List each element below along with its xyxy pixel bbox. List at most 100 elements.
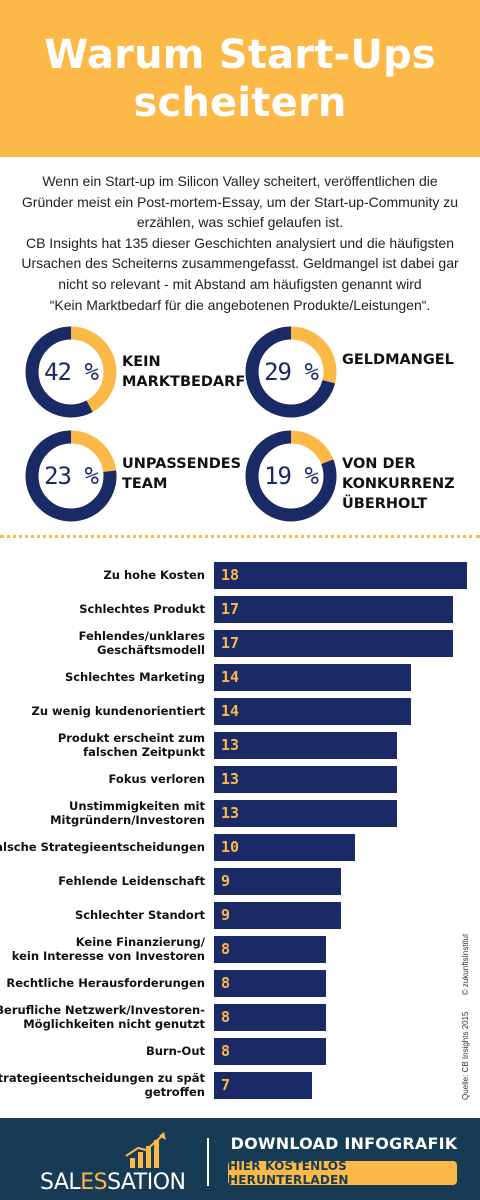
- stat-label-line: KEIN: [122, 354, 161, 370]
- download-title: DOWNLOAD INFOGRAFIK: [230, 1134, 458, 1153]
- page-title-line-2: scheitern: [133, 79, 347, 126]
- donut-value-arc: [245, 430, 337, 522]
- bar-row: Zu hohe Kosten 18: [0, 560, 480, 590]
- stat-label-line: ÜBERHOLT: [342, 496, 428, 512]
- footer-separator: [207, 1138, 209, 1186]
- stat-label-line: VON DER: [342, 456, 416, 472]
- bar-category-label: Unstimmigkeiten mit Mitgründern/Investore…: [50, 798, 205, 828]
- bar-value-label: 10: [221, 838, 240, 856]
- stat-percent: 29 %: [264, 358, 319, 386]
- bar: [214, 664, 411, 691]
- bar: [214, 970, 326, 997]
- bar-row: Produkt erscheint zum falschen Zeitpunkt 1…: [0, 730, 480, 760]
- bar-category-line: kein Interesse von Investoren: [11, 949, 205, 963]
- bar-category-line: Fehlende Leidenschaft: [58, 874, 205, 888]
- bar-category-line: Schlechtes Marketing: [64, 670, 205, 684]
- bar-category-label: Fokus verloren: [109, 764, 205, 794]
- bar-category-label: Berufliche Netzwerk/Investoren- Möglichke…: [0, 1002, 205, 1032]
- bar-category-line: Keine Finanzierung/: [75, 935, 205, 949]
- bar-value-label: 13: [221, 736, 240, 754]
- logo-part: SATION: [107, 1170, 186, 1195]
- bar-row: Strategieentscheidungen zu spät getroffen…: [0, 1070, 480, 1100]
- bar: [214, 1038, 326, 1065]
- bar-row: Rechtliche Herausforderungen 8: [0, 968, 480, 998]
- bar-value-label: 8: [221, 1042, 231, 1060]
- bar: [214, 630, 453, 657]
- download-button[interactable]: HIER KOSTENLOS HERUNTERLADEN: [228, 1159, 457, 1187]
- stat-percent: 19 %: [264, 462, 319, 490]
- bar-value-label: 13: [221, 770, 240, 788]
- bar: [214, 868, 341, 895]
- dotted-divider: [0, 535, 480, 538]
- bar-category-label: Strategieentscheidungen zu spät getroffen: [0, 1070, 205, 1100]
- footer-banner: SALESSATION DOWNLOAD INFOGRAFIK HIER KOS…: [0, 1118, 480, 1200]
- bar-value-label: 8: [221, 974, 231, 992]
- donut-chart: [245, 430, 337, 522]
- bar-row: Schlechtes Produkt 17: [0, 594, 480, 624]
- page-title-line-1: Warum Start-Ups: [44, 31, 436, 78]
- intro-line: nicht so relevant - mit Abstand am häufi…: [58, 275, 422, 292]
- bar-category-line: Burn-Out: [145, 1044, 205, 1058]
- bar-category-line: Geschäftsmodell: [97, 643, 205, 657]
- intro-line: CB Insights hat 135 dieser Geschichten a…: [25, 234, 455, 251]
- bar-category-line: falschen Zeitpunkt: [83, 745, 205, 759]
- bar-value-label: 14: [221, 668, 240, 686]
- bar-category-line: Zu wenig kundenorientiert: [31, 704, 205, 718]
- bar: [214, 596, 453, 623]
- bar-row: Unstimmigkeiten mit Mitgründern/Investore…: [0, 798, 480, 828]
- bar-value-label: 9: [221, 906, 231, 924]
- bar-category-label: Schlechtes Produkt: [79, 594, 205, 624]
- bar: [214, 936, 326, 963]
- bar-category-label: Falsche Strategieentscheidungen: [0, 832, 205, 862]
- bar-category-line: Schlechter Standort: [74, 908, 205, 922]
- bar-category-line: Strategieentscheidungen zu spät: [0, 1071, 205, 1085]
- bar-row: Burn-Out 8: [0, 1036, 480, 1066]
- bar-value-label: 8: [221, 1008, 231, 1026]
- bar: [214, 834, 355, 861]
- bar-category-label: Keine Finanzierung/kein Interesse von In…: [12, 934, 205, 964]
- bar-category-line: Fokus verloren: [108, 772, 205, 786]
- bar-category-label: Produkt erscheint zum falschen Zeitpunkt: [58, 730, 205, 760]
- bar-row: Zu wenig kundenorientiert 14: [0, 696, 480, 726]
- bar-category-line: getroffen: [144, 1085, 205, 1099]
- salessation-logo[interactable]: SALESSATION: [30, 1132, 186, 1195]
- bar-category-line: Fehlendes/unklares: [78, 629, 205, 643]
- intro-text: Wenn ein Start-up im Silicon Valley sche…: [10, 171, 470, 315]
- bar-value-label: 14: [221, 702, 240, 720]
- intro-line: “Kein Marktbedarf für die angebotenen Pr…: [49, 296, 431, 313]
- bar-row: Fehlendes/unklares Geschäftsmodell 17: [0, 628, 480, 658]
- bar-category-line: Zu hohe Kosten: [103, 568, 205, 582]
- bar-category-label: Zu wenig kundenorientiert: [32, 696, 205, 726]
- logo-part: SAL: [40, 1170, 81, 1195]
- bar-row: Fokus verloren 13: [0, 764, 480, 794]
- stat-label-line: GELDMANGEL: [342, 352, 454, 368]
- bar-row: Schlechtes Marketing 14: [0, 662, 480, 692]
- bar-category-label: Fehlendes/unklares Geschäftsmodell: [79, 628, 205, 658]
- growth-chart-icon: [125, 1132, 166, 1168]
- bar-row: Schlechter Standort 9: [0, 900, 480, 930]
- bar: [214, 698, 411, 725]
- bar-category-line: Unstimmigkeiten mit: [69, 799, 205, 813]
- bar-value-label: 13: [221, 804, 240, 822]
- intro-line: Wenn ein Start-up im Silicon Valley sche…: [42, 173, 438, 189]
- bar-category-label: Fehlende Leidenschaft: [58, 866, 205, 896]
- bar-category-line: Rechtliche Herausforderungen: [6, 976, 205, 990]
- donut-value-arc: [245, 326, 337, 418]
- donut-value-arc: [25, 430, 117, 522]
- bar: [214, 562, 467, 589]
- donut-chart: [25, 430, 117, 522]
- bar-category-line: Möglichkeiten nicht genutzt: [23, 1017, 205, 1031]
- logo-part-accent: ES: [80, 1170, 108, 1195]
- stat-percent: 23 %: [44, 462, 99, 490]
- intro-line: Gründer meist ein Post-mortem-Essay, um …: [21, 193, 459, 210]
- stat-label-line: UNPASSENDES: [122, 456, 242, 472]
- bar-category-label: Burn-Out: [146, 1036, 205, 1066]
- bar-category-line: Schlechtes Produkt: [79, 602, 205, 616]
- intro-line: erzählen, was schief gelaufen ist.: [136, 214, 344, 231]
- bar-category-line: Berufliche Netzwerk/Investoren-: [0, 1003, 205, 1017]
- bar-value-label: 17: [221, 600, 240, 618]
- key-stats: 42 % KEIN MARKTBEDARF 29 % GELDMANGEL 23…: [0, 320, 480, 530]
- stat-label: VON DER KONKURRENZ ÜBERHOLT: [342, 454, 480, 514]
- bar-value-label: 17: [221, 634, 240, 652]
- bar-category-label: Rechtliche Herausforderungen: [6, 968, 205, 998]
